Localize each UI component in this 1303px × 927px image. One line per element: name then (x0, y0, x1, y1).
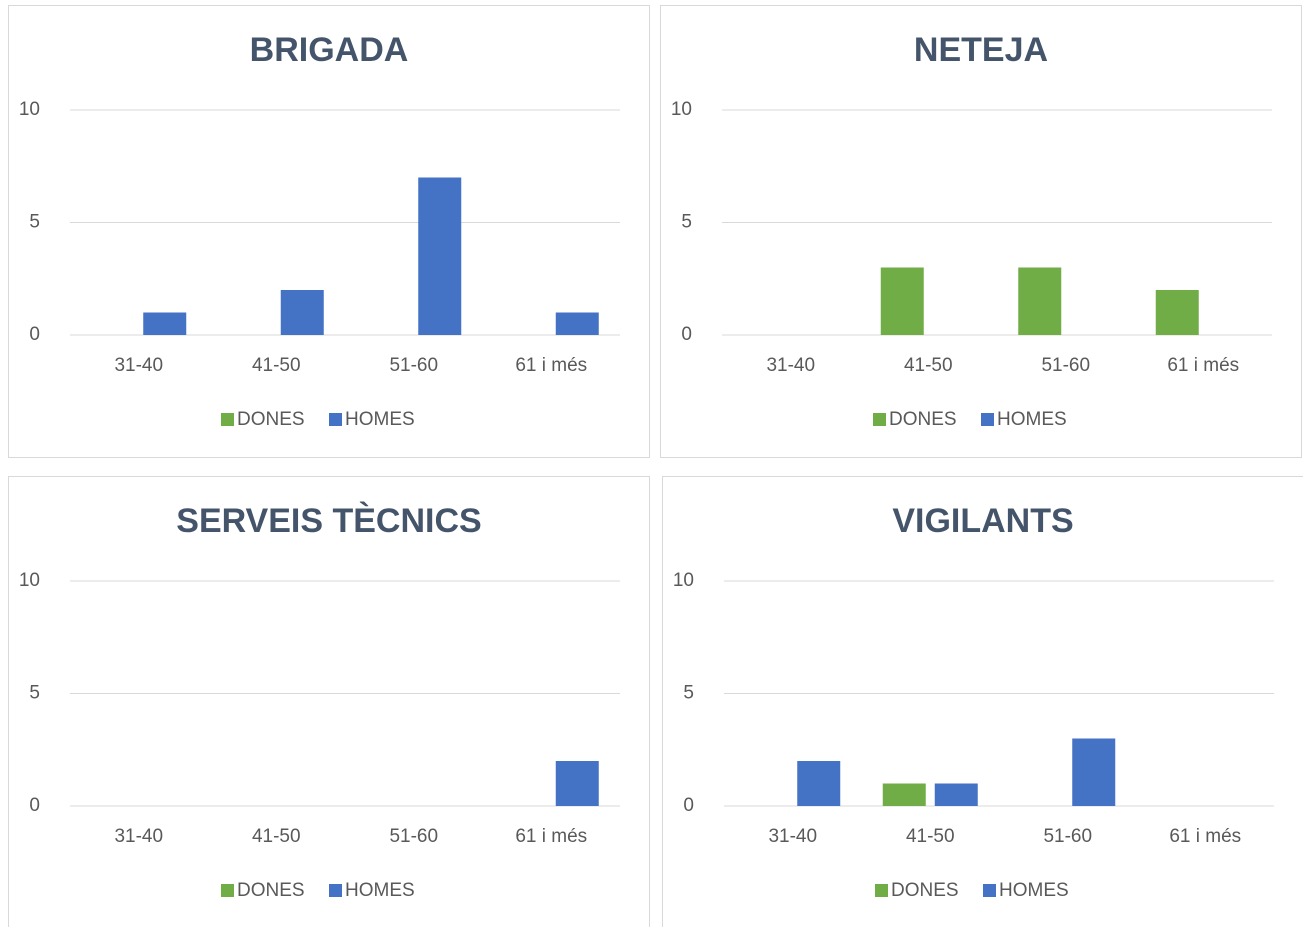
legend-label: DONES (891, 880, 959, 901)
legend-label: DONES (237, 409, 305, 430)
legend-swatch (329, 413, 342, 426)
legend-swatch (329, 884, 342, 897)
bar (1018, 267, 1062, 335)
legend-swatch (875, 884, 888, 897)
chart-frame (662, 476, 1303, 927)
bar (1072, 738, 1116, 806)
y-tick-label: 0 (29, 795, 40, 816)
x-tick-label: 61 i més (515, 826, 587, 847)
legend-swatch (983, 884, 996, 897)
x-tick-label: 61 i més (1167, 355, 1239, 376)
chart-title: BRIGADA (250, 31, 409, 69)
bar (934, 783, 978, 806)
x-tick-label: 41-50 (252, 826, 301, 847)
legend-swatch (873, 413, 886, 426)
legend-swatch (981, 413, 994, 426)
y-tick-label: 0 (29, 324, 40, 345)
chart: NETEJA 0 5 10 31-40 41-50 51-60 61 i més DONES HO… (660, 5, 1302, 458)
chart-frame (660, 5, 1302, 458)
x-tick-label: 31-40 (114, 355, 163, 376)
y-tick-label: 5 (683, 683, 694, 704)
legend-label: DONES (237, 880, 305, 901)
x-tick-label: 31-40 (114, 826, 163, 847)
bar (797, 761, 841, 806)
x-tick-label: 31-40 (766, 355, 815, 376)
chart-title: VIGILANTS (892, 502, 1073, 540)
y-tick-label: 10 (19, 99, 40, 120)
x-tick-label: 51-60 (1041, 355, 1090, 376)
chart: VIGILANTS 0 5 10 31-40 41-50 51-60 61 i més DONE… (662, 476, 1303, 927)
legend-label: HOMES (345, 409, 415, 430)
bar (555, 761, 599, 806)
chart-frame (8, 476, 650, 927)
x-tick-label: 51-60 (1043, 826, 1092, 847)
y-tick-label: 5 (29, 683, 40, 704)
x-tick-label: 41-50 (252, 355, 301, 376)
bar (280, 290, 324, 335)
legend-label: HOMES (345, 880, 415, 901)
bar (880, 267, 924, 335)
legend-label: DONES (889, 409, 957, 430)
x-tick-label: 51-60 (389, 826, 438, 847)
chart-title: SERVEIS TÈCNICS (176, 502, 481, 540)
y-tick-label: 0 (683, 795, 694, 816)
x-tick-label: 61 i més (1169, 826, 1241, 847)
bar (143, 312, 187, 335)
y-tick-label: 10 (673, 570, 694, 591)
legend-label: HOMES (997, 409, 1067, 430)
legend-swatch (221, 413, 234, 426)
x-tick-label: 41-50 (904, 355, 953, 376)
chart: SERVEIS TÈCNICS 0 5 10 31-40 41-50 51-60 61 i m… (8, 476, 650, 927)
legend-swatch (221, 884, 234, 897)
y-tick-label: 0 (681, 324, 692, 345)
y-tick-label: 5 (29, 212, 40, 233)
bar (418, 177, 462, 335)
chart: BRIGADA 0 5 10 31-40 41-50 51-60 61 i més DONES H… (8, 5, 650, 458)
legend-label: HOMES (999, 880, 1069, 901)
x-tick-label: 31-40 (768, 826, 817, 847)
x-tick-label: 51-60 (389, 355, 438, 376)
bar (1155, 290, 1199, 335)
y-tick-label: 10 (671, 99, 692, 120)
x-tick-label: 61 i més (515, 355, 587, 376)
x-tick-label: 41-50 (906, 826, 955, 847)
chart-title: NETEJA (914, 31, 1048, 69)
y-tick-label: 10 (19, 570, 40, 591)
chart-frame (8, 5, 650, 458)
y-tick-label: 5 (681, 212, 692, 233)
bar (555, 312, 599, 335)
bar (882, 783, 926, 806)
